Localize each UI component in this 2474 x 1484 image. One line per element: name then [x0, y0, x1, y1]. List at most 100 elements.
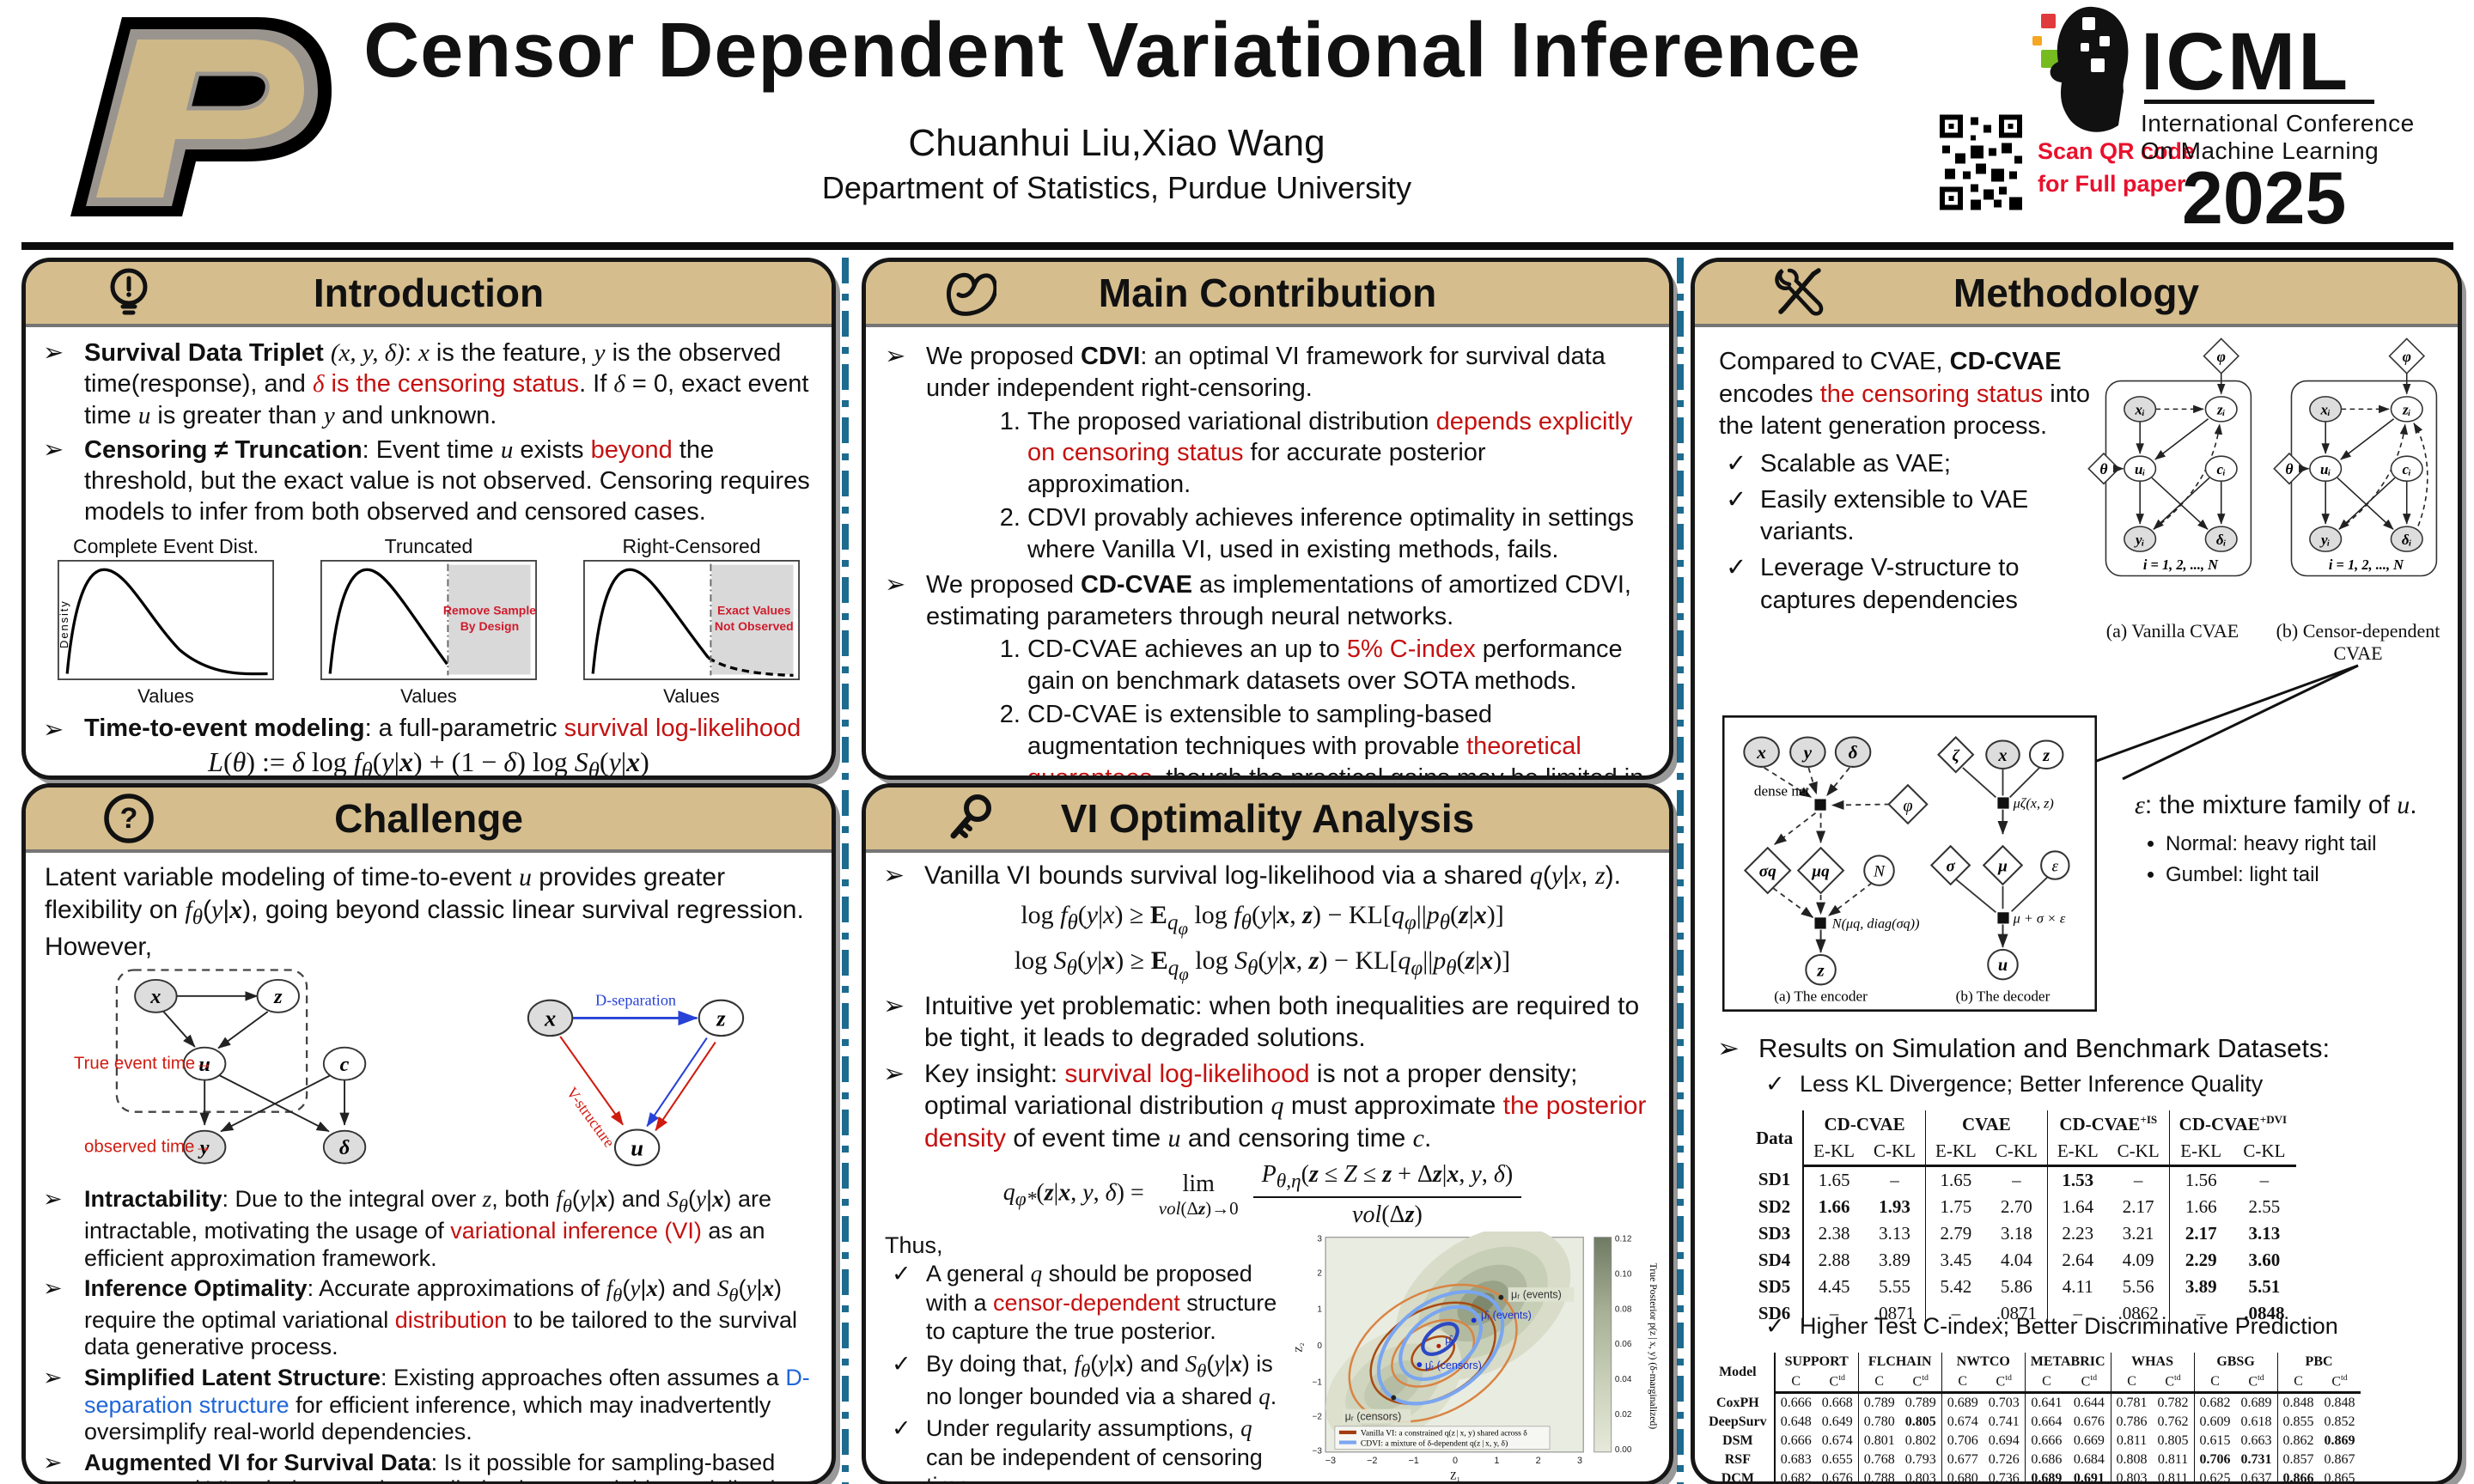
elbo-f-equation: log fθ(y|x) ≥ Eqφ log fθ(y|x, z) − KL[qφ…	[1021, 900, 1504, 939]
caption-encoder: (a) The encoder	[1774, 988, 1868, 1005]
density-plot-right-censored: Exact Values Not Observed	[583, 559, 800, 680]
xlabel: Values	[400, 684, 457, 707]
enc-node-mu-q: μq	[1811, 863, 1830, 881]
svg-text:0.08: 0.08	[1615, 1305, 1632, 1314]
annotation-muhat: μ̂ᵣ	[1445, 1334, 1453, 1346]
svg-text:−3: −3	[1325, 1456, 1336, 1466]
node-delta: δ	[339, 1136, 350, 1159]
elbo-s-equation: log Sθ(y|x) ≥ Eqφ log Sθ(y|x, z) − KL[qφ…	[1014, 946, 1511, 984]
header-rule	[21, 242, 2453, 250]
figure-title: Right-Censored	[622, 534, 761, 557]
node-z: z	[716, 1006, 726, 1031]
methodology-check-vstructure: Leverage V-structure to captures depende…	[1719, 552, 2095, 617]
enc-label-dense-net: dense net	[1754, 782, 1810, 799]
node-y: y	[198, 1136, 210, 1159]
svg-text:1: 1	[1494, 1456, 1499, 1466]
plot-ylabel: Z₂	[1294, 1342, 1305, 1352]
density-plot-complete: Density	[58, 559, 274, 680]
challenge-bullet-augmented-vi: Augmented VI for Survival Data: Is it po…	[31, 1450, 818, 1481]
node-x: x	[544, 1006, 556, 1031]
node-c: c	[340, 1053, 350, 1076]
svg-text:1: 1	[1317, 1305, 1322, 1314]
node-ci: cᵢ	[2217, 461, 2227, 477]
challenge-header: ? Challenge	[26, 788, 832, 853]
check-higher-cindex: Higher Test C-index; Better Discriminati…	[1758, 1313, 2428, 1340]
contribution-cdcvae-point1: CD-CVAE achieves an up to 5% C-index per…	[1027, 634, 1648, 697]
node-z: z	[273, 985, 283, 1008]
annotation-mu-events: μᵣ (events)	[1511, 1288, 1562, 1300]
challenge-bullet-simplified-latent: Simplified Latent Structure: Existing ap…	[31, 1365, 818, 1446]
node-deltai: δᵢ	[2216, 532, 2227, 548]
svg-text:−3: −3	[1312, 1446, 1322, 1456]
eq3-lim-sub: vol(Δz)→0	[1158, 1198, 1239, 1219]
svg-text:−1: −1	[1408, 1456, 1418, 1466]
section-vi-optimality: VI Optimality Analysis Vanilla VI bounds…	[862, 783, 1673, 1484]
intro-bullet-2: Censoring ≠ Truncation: Event time u exi…	[31, 435, 814, 528]
svg-text:3: 3	[1577, 1456, 1582, 1466]
figure-title: Complete Event Dist.	[72, 534, 259, 557]
vi-check-1: A general q should be proposed with a ce…	[885, 1260, 1280, 1346]
qr-caption-line2: for Full paper	[2038, 171, 2186, 197]
colorbar-label: True Posterior p(z | x, y) (δ-marginaliz…	[1648, 1262, 1659, 1429]
encoder-decoder-figure: x y δ dense net φ σq μq N N(μq, diag(σq)…	[1722, 715, 2097, 1012]
callout-lines	[2084, 664, 2359, 781]
purdue-logo	[70, 17, 332, 216]
label-v-structure: V-structure	[564, 1084, 618, 1151]
enc-node-phi: φ	[1903, 797, 1912, 816]
density-plot-truncated: Remove Sample By Design	[320, 559, 537, 680]
results-bullet: Results on Simulation and Benchmark Data…	[1705, 1033, 2444, 1064]
enc-node-delta: δ	[1849, 742, 1858, 763]
icml-conference-line1: International Conference	[2141, 110, 2415, 137]
affiliation: Department of Statistics, Purdue Univers…	[821, 170, 1412, 205]
section-challenge: ? Challenge Latent variable modeling of …	[21, 783, 836, 1484]
svg-text:0.04: 0.04	[1615, 1375, 1632, 1384]
svg-text:3: 3	[1317, 1234, 1322, 1244]
note-line2: By Design	[460, 619, 519, 633]
figure-title: Truncated	[384, 534, 473, 557]
generative-graph: x z u c y δ True event time→ observed ti…	[74, 969, 367, 1165]
svg-text:−1: −1	[1312, 1378, 1322, 1387]
methodology-check-extensible: Easily extensible to VAE variants.	[1719, 484, 2095, 549]
thus-label: Thus,	[885, 1232, 943, 1258]
introduction-header: Introduction	[26, 262, 832, 327]
contribution-cdcvae-point2: CD-CVAE is extensible to sampling-based …	[1027, 699, 1648, 775]
figure-truncated: Truncated Remove Sample By Design Values	[303, 535, 554, 708]
main-contribution-header: Main Contribution	[866, 262, 1669, 327]
label-observed-time: observed time→	[84, 1137, 212, 1157]
censor-dependent-cvae-plate: φ θ xᵢ zᵢ uᵢ cᵢ yᵢ δᵢ i = 1, 2, ..., N	[2273, 338, 2438, 577]
dec-label-combine: μ + σ × ε	[2013, 910, 2066, 926]
poster-title: Censor Dependent Variational Inference	[363, 8, 1862, 94]
challenge-figures: x z u c y δ True event time→ observed ti…	[26, 963, 832, 1184]
caption-vanilla-cvae: (a) Vanilla CVAE	[2105, 620, 2239, 642]
authors: Chuanhui Liu,Xiao Wang	[908, 122, 1325, 164]
caption-decoder: (b) The decoder	[1956, 988, 2050, 1005]
eq3-lim: lim	[1182, 1171, 1215, 1198]
vi-bottom-row: Thus, A general q should be proposed wit…	[866, 1231, 1669, 1481]
icml-logo-text: ICML	[2141, 16, 2351, 107]
eq3-lhs: qφ*(z|x, y, δ) =	[1002, 1179, 1144, 1211]
methodology-title: Methodology	[1953, 271, 2200, 315]
survival-loglik-equation: L(θ) := δ log fθ(y|x) + (1 − δ) log Sθ(y…	[208, 745, 649, 780]
kl-divergence-table: Data CD-CVAE CVAE CD-CVAE+IS CD-CVAE+DVI E-KL…	[1746, 1110, 2297, 1327]
dec-node-z: z	[2042, 746, 2050, 765]
methodology-body: Compared to CVAE, CD-CVAE encodes the ce…	[1695, 327, 2458, 1481]
svg-text:0.06: 0.06	[1615, 1340, 1632, 1349]
main-contribution-title: Main Contribution	[1098, 271, 1437, 315]
node-u: u	[631, 1135, 643, 1161]
svg-text:?: ?	[120, 802, 138, 835]
enc-node-z: z	[1816, 959, 1825, 980]
enc-node-y: y	[1801, 742, 1813, 763]
vi-bullet-1: Vanilla VI bounds survival log-likelihoo…	[871, 860, 1654, 892]
svg-text:2: 2	[1317, 1269, 1322, 1279]
contribution-cdvi-text: We proposed CDVI: an optimal VI framewor…	[926, 343, 1606, 402]
node-xi: xᵢ	[2134, 402, 2145, 418]
intro-bullet-1: Survival Data Triplet (x, y, δ): x is th…	[31, 338, 814, 431]
contribution-bullet-cdcvae: We proposed CD-CVAE as implementations o…	[873, 569, 1648, 775]
contribution-cdvi-point2: CDVI provably achieves inference optimal…	[1027, 502, 1648, 566]
vi-bullet-2: Intuitive yet problematic: when both ine…	[871, 990, 1654, 1055]
x-tick-labels: −3 −2 −1 0 1 2 3	[1325, 1456, 1582, 1466]
key-icon	[950, 794, 991, 839]
node-phi: φ	[2403, 348, 2411, 365]
challenge-bullet-intractability: Intractability: Due to the integral over…	[31, 1186, 818, 1272]
